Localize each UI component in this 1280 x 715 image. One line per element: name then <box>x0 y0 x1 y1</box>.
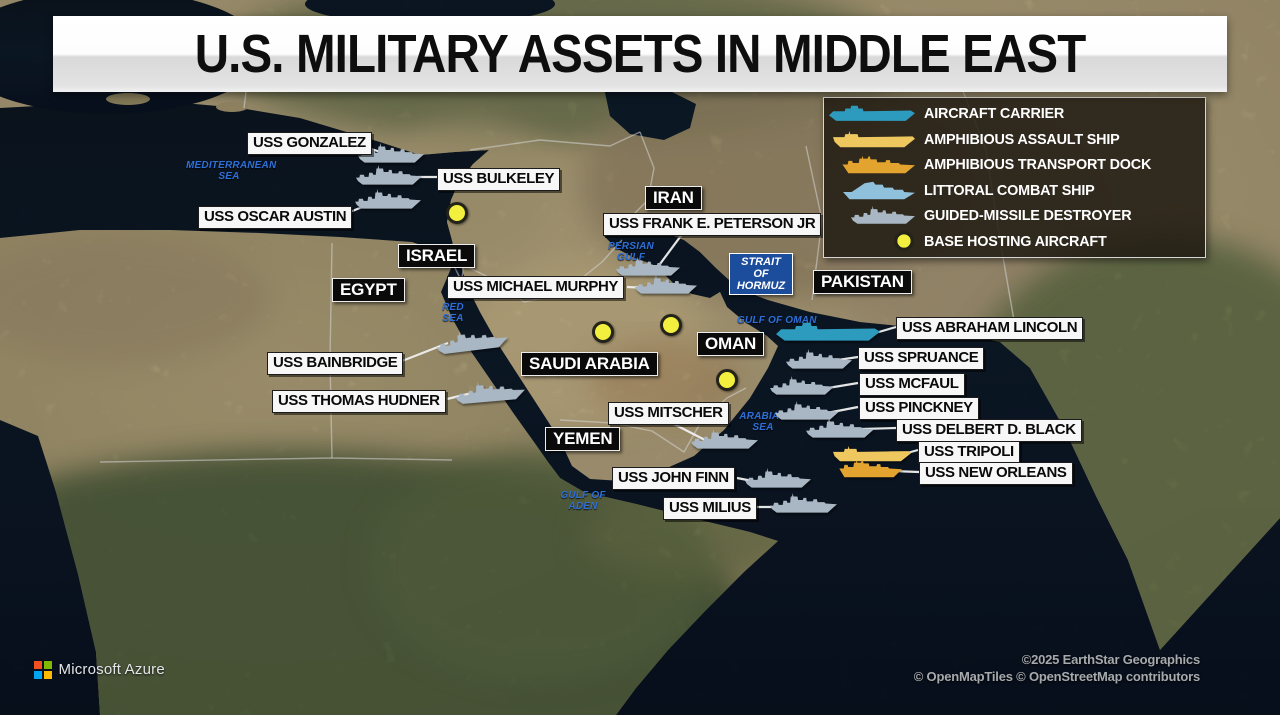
ship-label: USS BAINBRIDGE <box>267 352 404 375</box>
country-label: OMAN <box>697 332 765 356</box>
strait-of-hormuz-label: STRAIT OF HORMUZ <box>729 253 793 296</box>
sea-label: ARABIAN SEA <box>739 411 787 433</box>
destroyer-icon <box>806 418 874 438</box>
ship-label: USS ABRAHAM LINCOLN <box>896 317 1084 340</box>
legend-label: AMPHIBIOUS TRANSPORT DOCK <box>924 156 1152 174</box>
legend-label: BASE HOSTING AIRCRAFT <box>924 232 1107 250</box>
destroyer-icon <box>770 493 837 513</box>
littoral-combat-ship-icon <box>828 181 924 200</box>
base-hosting-aircraft-marker <box>660 314 682 336</box>
ship-label: USS JOHN FINN <box>612 467 735 490</box>
ship-label: USS MITSCHER <box>608 402 729 425</box>
guided-missile-destroyer-icon <box>828 206 924 225</box>
base-hosting-aircraft-marker <box>592 321 614 343</box>
ship-label: USS THOMAS HUDNER <box>272 390 446 413</box>
legend-row-base-hosting-aircraft: BASE HOSTING AIRCRAFT <box>828 229 1201 254</box>
destroyer-icon <box>355 189 421 209</box>
legend-row-littoral-combat-ship: LITTORAL COMBAT SHIP <box>828 178 1201 203</box>
legend-label: GUIDED-MISSILE DESTROYER <box>924 207 1132 225</box>
legend-row-amphibious-transport-dock: AMPHIBIOUS TRANSPORT DOCK <box>828 152 1201 177</box>
ship-label: USS MICHAEL MURPHY <box>447 276 625 299</box>
amphibious-transport-dock-icon <box>839 459 902 478</box>
amphibious-assault-ship-icon <box>828 131 924 148</box>
destroyer-icon <box>635 275 697 294</box>
ship-label: USS GONZALEZ <box>247 132 372 155</box>
sea-label: GULF OF ADEN <box>560 490 606 512</box>
ship-label: USS PINCKNEY <box>859 397 979 420</box>
aircraft-carrier-icon <box>828 105 924 123</box>
ship-label: USS TRIPOLI <box>918 441 1020 464</box>
base-hosting-aircraft-marker <box>716 369 738 391</box>
destroyer-icon <box>356 165 422 185</box>
map-attribution: ©2025 EarthStar Geographics © OpenMapTil… <box>914 652 1200 686</box>
microsoft-logo-icon <box>34 661 52 679</box>
country-label: EGYPT <box>332 278 405 302</box>
aircraft-carrier-icon <box>776 322 880 341</box>
sea-label: GULF OF OMAN <box>737 315 817 326</box>
attribution-line: © OpenMapTiles © OpenStreetMap contribut… <box>913 668 1200 684</box>
country-label: IRAN <box>645 186 702 210</box>
map-provider: Microsoft Azure <box>34 661 165 679</box>
ship-label: USS DELBERT D. BLACK <box>896 419 1082 442</box>
destroyer-icon <box>786 349 852 369</box>
map-provider-label: Microsoft Azure <box>58 661 165 679</box>
ship-label: USS MCFAUL <box>859 373 965 396</box>
legend-label: AMPHIBIOUS ASSAULT SHIP <box>924 130 1120 148</box>
sea-label: RED SEA <box>442 302 464 324</box>
ship-label: USS NEW ORLEANS <box>919 462 1073 485</box>
country-label: ISRAEL <box>398 244 476 268</box>
ship-label: USS FRANK E. PETERSON JR <box>603 213 822 236</box>
legend: AIRCRAFT CARRIER AMPHIBIOUS ASSAULT SHIP… <box>823 97 1206 258</box>
title-banner: U.S. MILITARY ASSETS IN MIDDLE EAST <box>53 16 1227 92</box>
country-label: SAUDI ARABIA <box>521 352 658 376</box>
legend-row-guided-missile-destroyer: GUIDED-MISSILE DESTROYER <box>828 203 1201 228</box>
country-label: PAKISTAN <box>813 270 912 294</box>
sea-label: MEDITERRANEAN SEA <box>186 160 277 182</box>
destroyer-icon <box>691 429 758 449</box>
ship-label: USS OSCAR AUSTIN <box>198 206 353 229</box>
destroyer-icon <box>745 468 811 488</box>
destroyer-icon <box>616 257 680 276</box>
legend-label: LITTORAL COMBAT SHIP <box>924 181 1095 199</box>
sea-label: PERSIAN GULF <box>608 241 654 263</box>
ship-label: USS BULKELEY <box>437 168 561 191</box>
amphibious-transport-dock-icon <box>828 155 924 174</box>
legend-row-amphibious-assault-ship: AMPHIBIOUS ASSAULT SHIP <box>828 127 1201 152</box>
attribution-line: ©2025 EarthStar Geographics <box>1021 652 1201 667</box>
country-label: YEMEN <box>545 427 621 451</box>
legend-row-aircraft-carrier: AIRCRAFT CARRIER <box>828 101 1201 126</box>
base-hosting-aircraft-marker <box>446 202 468 224</box>
page-title: U.S. MILITARY ASSETS IN MIDDLE EAST <box>194 24 1087 84</box>
destroyer-icon <box>770 376 834 395</box>
base-hosting-aircraft-icon <box>828 230 924 252</box>
ship-label: USS SPRUANCE <box>858 347 985 370</box>
legend-label: AIRCRAFT CARRIER <box>924 105 1065 123</box>
ship-label: USS MILIUS <box>663 497 757 520</box>
